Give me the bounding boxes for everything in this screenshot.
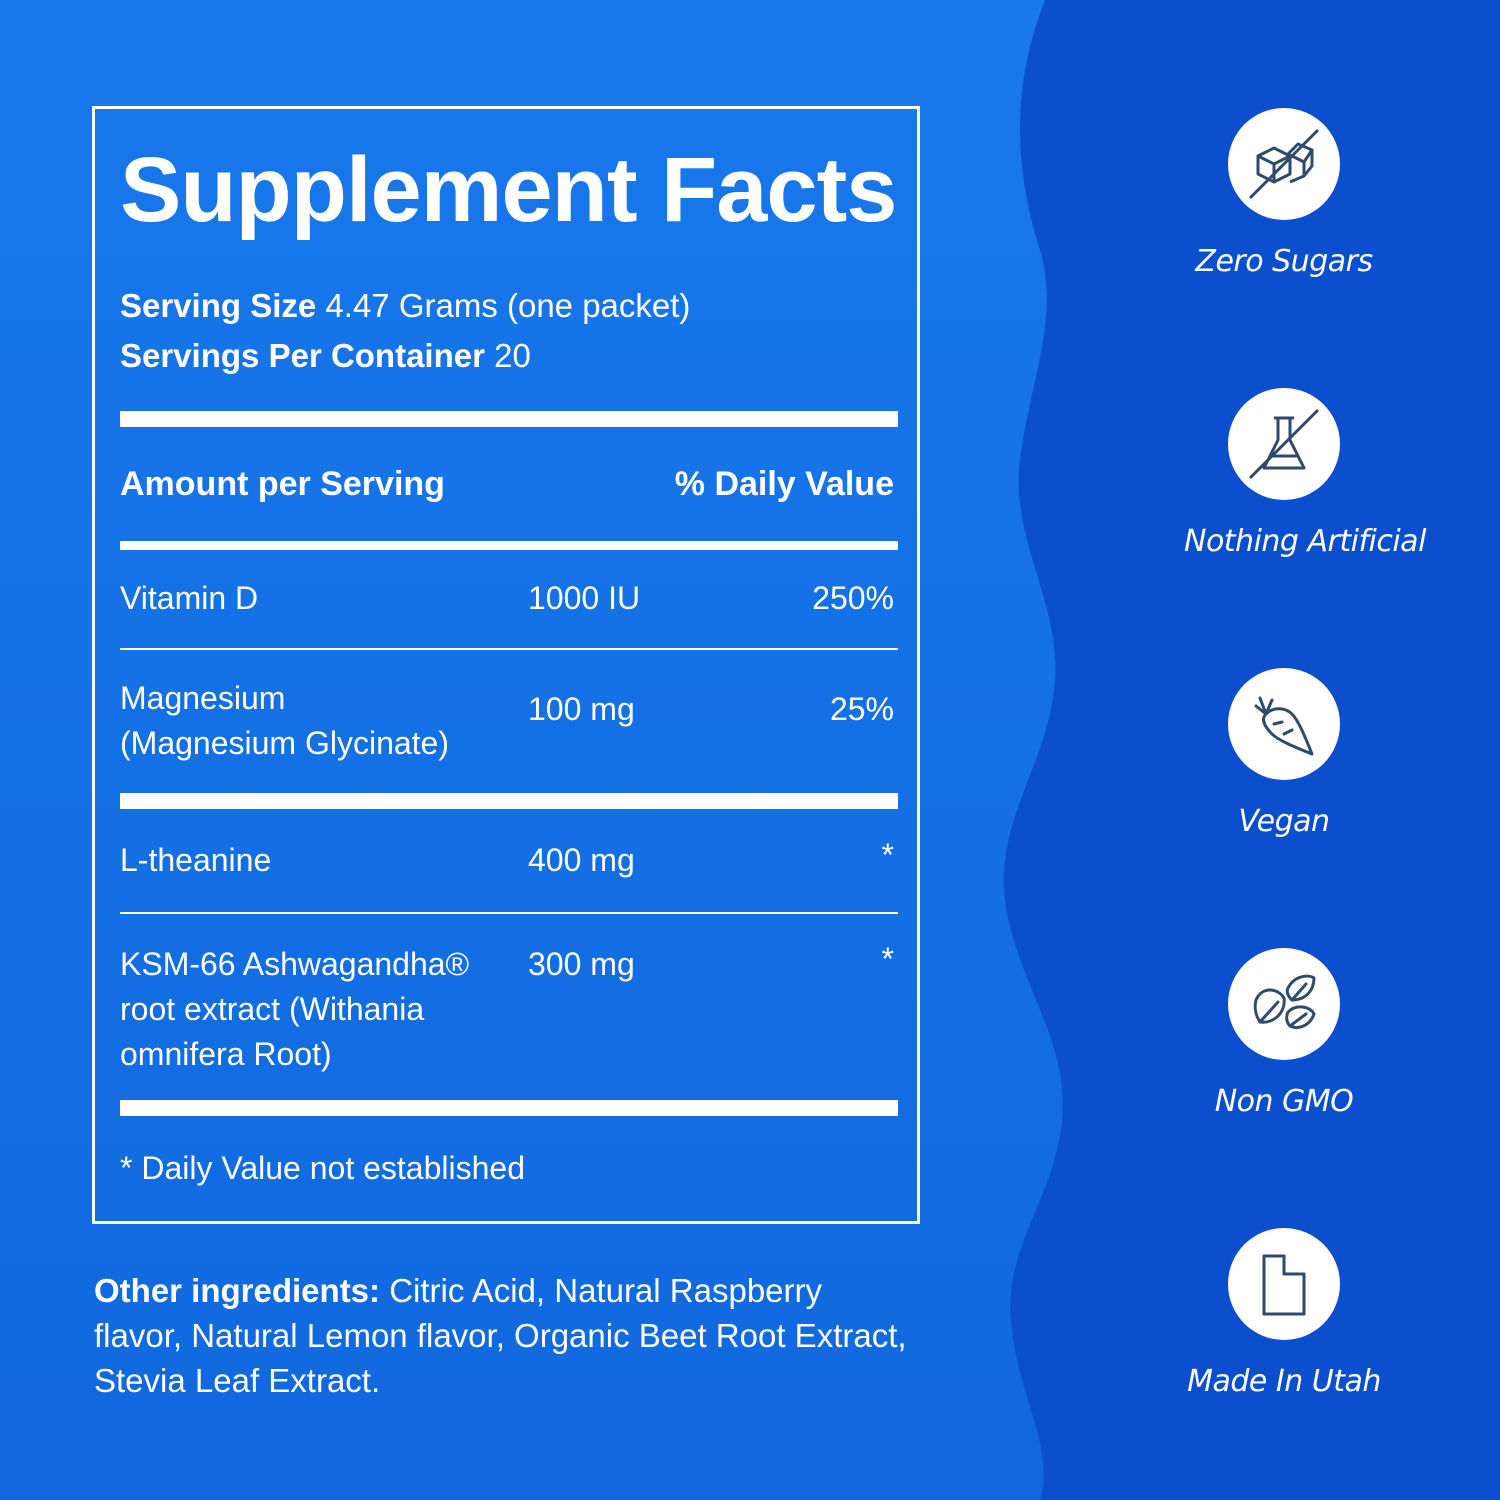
facts-title: Supplement Facts (120, 139, 897, 241)
servings-value: 20 (494, 337, 531, 374)
amount-header: Amount per Serving (120, 465, 445, 503)
medium-divider (120, 541, 898, 550)
daily-value-header: % Daily Value (674, 465, 894, 503)
row-name: Magnesium (Magnesium Glycinate) (120, 680, 449, 761)
badge-zero-sugars: Zero Sugars (1184, 108, 1384, 279)
other-ingredients-label: Other ingredients: (94, 1272, 381, 1309)
thick-divider (120, 793, 898, 809)
badge-label: Made In Utah (1187, 1364, 1381, 1399)
row-daily-value: 25% (829, 691, 894, 727)
badge-non-gmo: Non GMO (1184, 948, 1384, 1119)
thick-divider (120, 1100, 898, 1116)
servings-per-container: Servings Per Container 20 (120, 339, 531, 372)
badge-vegan: Vegan (1184, 668, 1384, 839)
row-name: L-theanine (120, 842, 272, 878)
badge-nothing-artificial: Nothing Artificial (1184, 388, 1426, 559)
flask-crossed-icon (1248, 408, 1320, 480)
row-name: KSM-66 Ashwagandha® root extract (Withan… (120, 946, 470, 1072)
serving-size-label: Serving Size (120, 287, 317, 324)
badge-label: Nothing Artificial (1184, 524, 1426, 559)
row-name: Vitamin D (120, 580, 259, 616)
supplement-facts-panel: Supplement Facts Serving Size 4.47 Grams… (92, 106, 920, 1224)
badge-label: Vegan (1238, 804, 1330, 839)
leaves-icon (1253, 974, 1316, 1029)
thick-divider (120, 411, 898, 427)
row-amount: 400 mg (528, 842, 635, 878)
carrot-icon (1254, 696, 1314, 756)
other-ingredients: Other ingredients: Citric Acid, Natural … (94, 1268, 914, 1403)
utah-map-icon (1262, 1254, 1306, 1316)
badge-label: Non GMO (1214, 1084, 1354, 1119)
servings-label: Servings Per Container (120, 337, 485, 374)
serving-size: Serving Size 4.47 Grams (one packet) (120, 289, 690, 322)
badge-made-in-utah: Made In Utah (1184, 1228, 1384, 1399)
footnote: * Daily Value not established (120, 1150, 525, 1186)
sugar-cubes-crossed-icon (1248, 128, 1320, 200)
badge-label: Zero Sugars (1195, 244, 1373, 279)
serving-size-value: 4.47 Grams (one packet) (325, 287, 691, 324)
row-divider (120, 648, 898, 650)
other-ingredients-text: Citric Acid, Natural Raspberry flavor, N… (94, 1272, 907, 1399)
row-amount: 100 mg (528, 691, 635, 727)
row-daily-value: 250% (812, 580, 894, 616)
row-amount: 300 mg (528, 946, 635, 982)
row-daily-value: * (881, 941, 894, 977)
row-daily-value: * (881, 837, 894, 873)
row-amount: 1000 IU (528, 580, 641, 616)
row-divider (120, 912, 898, 914)
